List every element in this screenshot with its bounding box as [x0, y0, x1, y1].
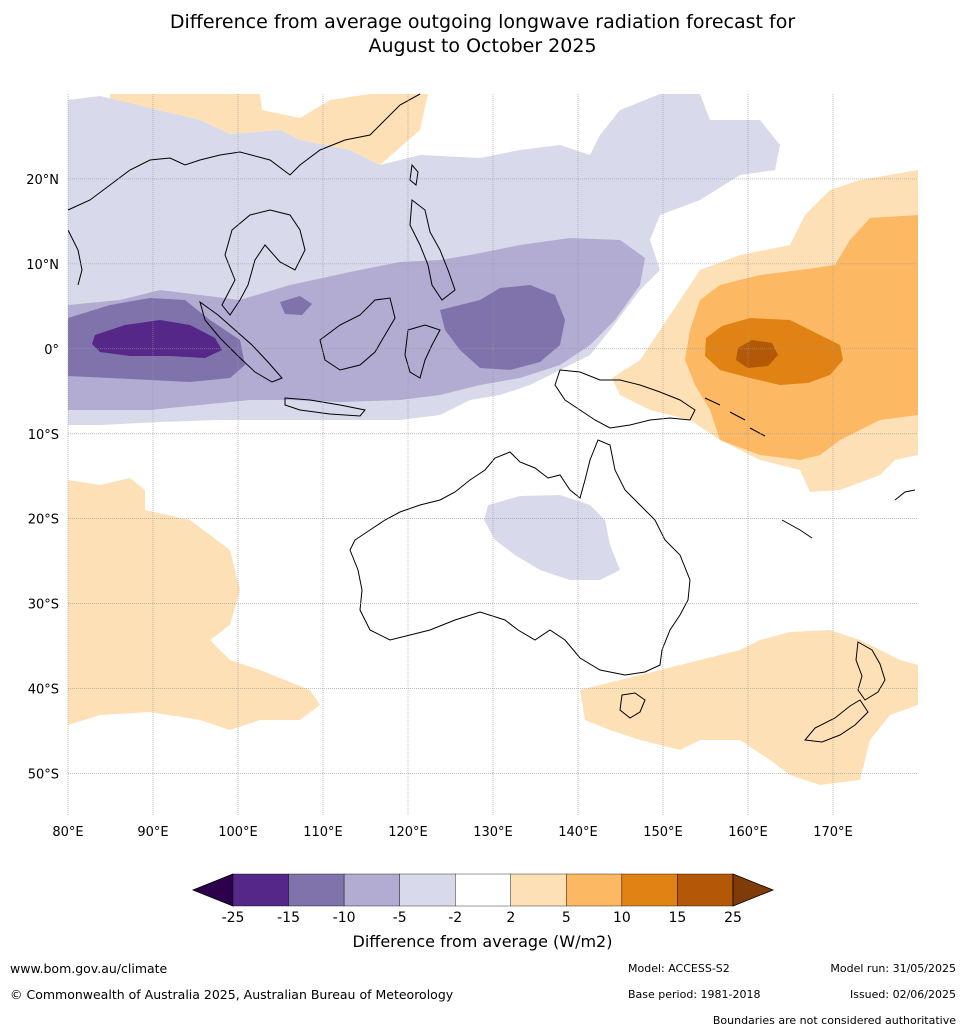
colorbar-tick-label: 25 [724, 910, 742, 926]
coastline-australia [349, 439, 691, 676]
longitude-tick-label: 170°E [813, 825, 853, 840]
coastline-india [67, 229, 83, 286]
longitude-tick-label: 90°E [137, 825, 168, 840]
latitude-labels: 20°N 10°N 0° 10°S 20°S 30°S 40°S 50°S [26, 173, 59, 783]
title-line-2: August to October 2025 [368, 35, 597, 57]
longitude-labels: 80°E 90°E 100°E 110°E 120°E 130°E 140°E 150°E 16… [52, 825, 852, 840]
colorbar-tick-label: 10 [613, 910, 631, 926]
latitude-tick-label: 0° [44, 343, 59, 358]
colorbar-tick-label: -15 [277, 910, 300, 926]
longitude-tick-label: 100°E [218, 825, 258, 840]
coastline-sulawesi [404, 324, 441, 379]
map-panel [67, 93, 918, 816]
negative-anomaly-fields [68, 94, 780, 580]
latitude-tick-label: 30°S [28, 598, 59, 613]
colorbar-swatch [232, 873, 289, 907]
colorbar-swatch [343, 873, 400, 907]
anomaly-region-south-indian [68, 478, 320, 730]
coastline-nz-south [804, 699, 869, 743]
colorbar-extend-high [732, 873, 775, 907]
colorbar-swatch [510, 873, 567, 907]
colorbar-swatch [566, 873, 623, 907]
anomaly-region-pacific-peak [736, 340, 778, 368]
colorbar-tick-label: 5 [562, 910, 571, 926]
latitude-tick-label: 10°N [26, 258, 59, 273]
footer-model-run: Model run: 31/05/2025 [830, 962, 956, 975]
coastlines [67, 93, 916, 743]
latitude-tick-label: 50°S [28, 768, 59, 783]
anomaly-region-south-pacific [580, 630, 918, 785]
positive-anomaly-fields [68, 94, 918, 785]
footer-base-period: Base period: 1981-2018 [628, 988, 761, 1001]
colorbar-extend-low [191, 873, 234, 907]
colorbar-swatch [288, 873, 345, 907]
colorbar-tick-label: 2 [506, 910, 515, 926]
colorbar-swatch [455, 873, 511, 907]
coastline-new-guinea [554, 369, 696, 429]
footer-website: www.bom.gov.au/climate [10, 961, 168, 976]
anomaly-region-sumatra-moderate [280, 296, 312, 315]
anomaly-region-nw-top [110, 94, 428, 165]
colorbar-tick-label: 15 [669, 910, 687, 926]
footer-model: Model: ACCESS-S2 [628, 962, 730, 975]
coastline-taiwan [409, 163, 419, 186]
footer-copyright: © Commonwealth of Australia 2025, Austra… [10, 987, 454, 1002]
longitude-tick-label: 160°E [728, 825, 768, 840]
colorbar-tick-label: -25 [222, 910, 245, 926]
latitude-tick-label: 20°S [28, 513, 59, 528]
anomaly-region-australia-weak [484, 495, 620, 580]
coastline-tasmania [619, 692, 646, 719]
latitude-tick-label: 20°N [26, 173, 59, 188]
colorbar-title: Difference from average (W/m2) [352, 932, 613, 951]
coastline-borneo [319, 297, 396, 371]
longitude-tick-label: 120°E [388, 825, 428, 840]
title-line-1: Difference from average outgoing longwav… [169, 11, 796, 33]
colorbar-swatch [677, 873, 734, 907]
latitude-tick-label: 40°S [28, 683, 59, 698]
anomaly-region-indian-strong [92, 320, 222, 358]
anomaly-region-east-moderate [440, 285, 565, 370]
footer-disclaimer: Boundaries are not considered authoritat… [712, 1014, 956, 1027]
colorbar-swatch [621, 873, 678, 907]
colorbar: -25 -15 -10 -5 -2 2 5 10 15 25 [191, 873, 775, 926]
coastline-new-caledonia [781, 519, 813, 539]
coastline-asia-mainland [67, 93, 421, 316]
longitude-tick-label: 110°E [303, 825, 343, 840]
coastline-sumatra [199, 300, 283, 383]
longitude-tick-label: 80°E [52, 825, 83, 840]
coastline-nz-north [855, 641, 886, 701]
colorbar-tick-label: -10 [333, 910, 356, 926]
coastline-philippines [409, 199, 456, 301]
colorbar-swatch [399, 873, 456, 907]
graticule [67, 94, 918, 816]
colorbar-tick-label: -2 [448, 910, 462, 926]
longitude-tick-label: 130°E [473, 825, 513, 840]
latitude-tick-label: 10°S [28, 428, 59, 443]
footer-issued: Issued: 02/06/2025 [849, 988, 956, 1001]
coastline-solomons [704, 397, 766, 437]
coastline-fiji [894, 489, 916, 501]
chart-title: Difference from average outgoing longwav… [0, 10, 965, 58]
coastline-java [284, 397, 366, 417]
colorbar-tick-label: -5 [393, 910, 407, 926]
longitude-tick-label: 140°E [558, 825, 598, 840]
longitude-tick-label: 150°E [643, 825, 683, 840]
